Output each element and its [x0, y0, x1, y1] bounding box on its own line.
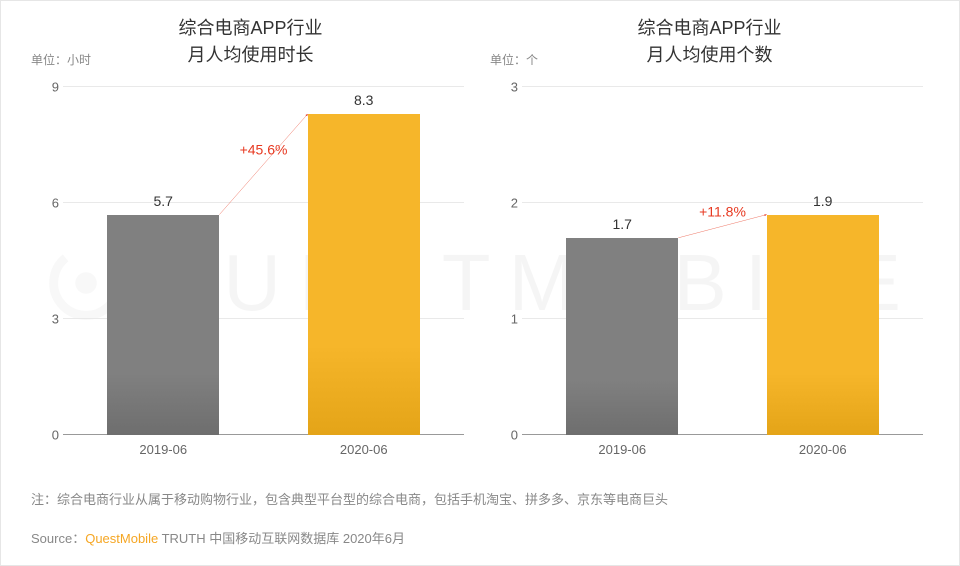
y-tick-label: 2 [496, 196, 518, 211]
y-tick-label: 6 [37, 196, 59, 211]
source-prefix: Source： [31, 531, 85, 546]
x-tick-label: 2020-06 [799, 442, 847, 457]
y-tick-label: 3 [496, 80, 518, 95]
unit-label: 单位：小时 [31, 51, 91, 68]
bar-value-label: 1.9 [813, 193, 832, 209]
y-tick-label: 0 [496, 428, 518, 443]
grid-line [522, 86, 923, 87]
growth-label: +45.6% [240, 142, 288, 158]
chart-panel-duration: 综合电商APP行业 月人均使用时长 单位：小时 03695.72019-068.… [31, 15, 470, 465]
grid-line [63, 86, 464, 87]
charts-row: 综合电商APP行业 月人均使用时长 单位：小时 03695.72019-068.… [31, 15, 929, 465]
x-tick-label: 2019-06 [598, 442, 646, 457]
chart-title: 综合电商APP行业 月人均使用个数 [490, 15, 929, 69]
bar-value-label: 8.3 [354, 92, 373, 108]
y-tick-label: 9 [37, 80, 59, 95]
y-tick-label: 1 [496, 312, 518, 327]
bar-value-label: 5.7 [154, 193, 173, 209]
x-tick-label: 2019-06 [139, 442, 187, 457]
y-tick-label: 0 [37, 428, 59, 443]
chart-title: 综合电商APP行业 月人均使用时长 [31, 15, 470, 69]
bar-value-label: 1.7 [613, 216, 632, 232]
source-brand: QuestMobile [85, 531, 158, 546]
x-tick-label: 2020-06 [340, 442, 388, 457]
bar: 5.7 [107, 215, 219, 435]
unit-label: 单位：个 [490, 51, 538, 68]
bar: 8.3 [308, 114, 420, 435]
source-line: Source：QuestMobile TRUTH 中国移动互联网数据库 2020… [31, 528, 405, 547]
bar: 1.9 [767, 215, 879, 435]
plot-area: 01231.72019-061.92020-06+11.8% [522, 87, 923, 435]
bar: 1.7 [566, 238, 678, 435]
chart-panel-count: 综合电商APP行业 月人均使用个数 单位：个 01231.72019-061.9… [490, 15, 929, 465]
y-tick-label: 3 [37, 312, 59, 327]
footnote: 注：综合电商行业从属于移动购物行业，包含典型平台型的综合电商，包括手机淘宝、拼多… [31, 490, 929, 510]
plot-area: 03695.72019-068.32020-06+45.6% [63, 87, 464, 435]
source-rest: TRUTH 中国移动互联网数据库 2020年6月 [158, 531, 405, 546]
growth-label: +11.8% [699, 204, 746, 220]
